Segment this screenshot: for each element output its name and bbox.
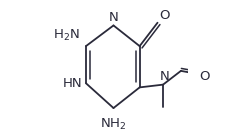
Text: N: N [109,11,118,24]
Text: NH$_2$: NH$_2$ [100,117,127,132]
Text: HN: HN [62,77,82,90]
Text: O: O [159,9,170,22]
Text: H$_2$N: H$_2$N [53,28,80,43]
Text: N: N [159,70,169,83]
Text: O: O [199,70,210,83]
